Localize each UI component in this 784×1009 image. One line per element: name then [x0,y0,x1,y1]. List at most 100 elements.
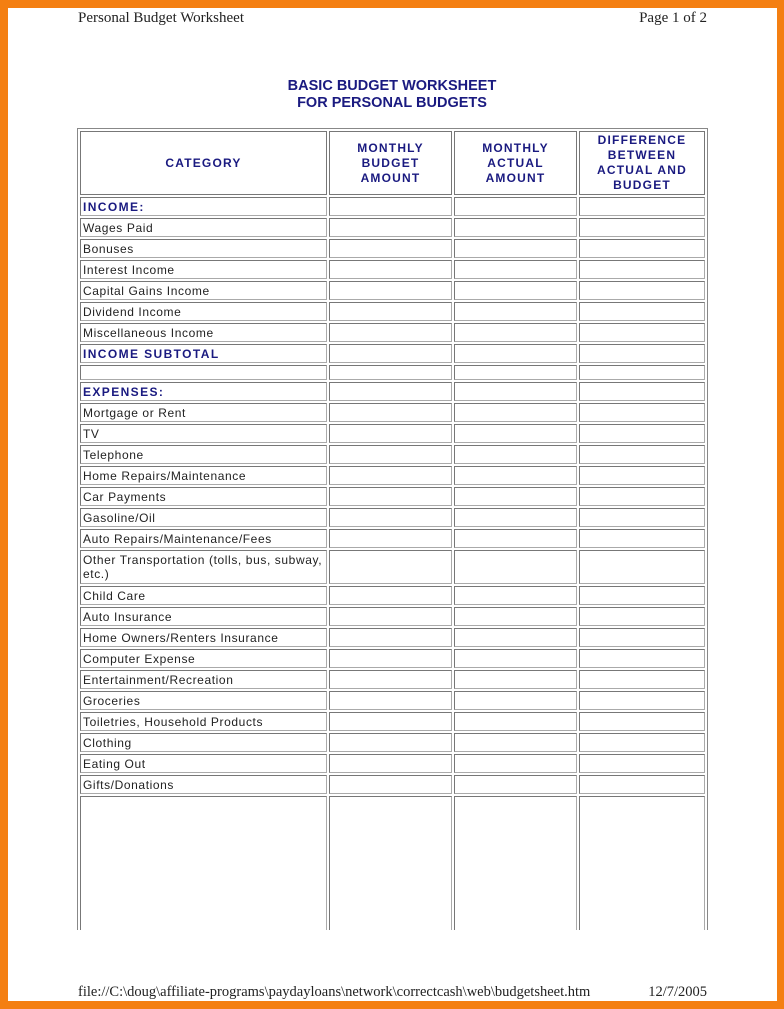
actual-cell[interactable] [454,529,577,548]
actual-cell[interactable] [454,712,577,731]
budget-cell[interactable] [329,487,452,506]
actual-cell[interactable] [454,218,577,237]
actual-cell[interactable] [454,445,577,464]
budget-cell[interactable] [329,344,452,363]
table-row: Clothing [80,733,705,752]
actual-cell[interactable] [454,239,577,258]
difference-cell[interactable] [579,607,705,626]
difference-cell[interactable] [579,586,705,605]
actual-cell[interactable] [454,323,577,342]
column-header-category: CATEGORY [80,131,327,195]
actual-cell[interactable] [454,487,577,506]
actual-cell[interactable] [454,344,577,363]
category-cell: Bonuses [80,239,327,258]
budget-cell[interactable] [329,302,452,321]
difference-cell[interactable] [579,691,705,710]
actual-cell[interactable] [454,775,577,794]
actual-cell[interactable] [454,628,577,647]
table-row: Telephone [80,445,705,464]
difference-cell[interactable] [579,487,705,506]
category-cell: Dividend Income [80,302,327,321]
actual-cell[interactable] [454,260,577,279]
actual-cell[interactable] [454,670,577,689]
budget-cell[interactable] [329,197,452,216]
table-row: Miscellaneous Income [80,323,705,342]
budget-cell[interactable] [329,712,452,731]
budget-cell[interactable] [329,239,452,258]
difference-cell[interactable] [579,424,705,443]
actual-cell[interactable] [454,550,577,584]
budget-cell[interactable] [329,403,452,422]
budget-cell[interactable] [329,607,452,626]
difference-cell[interactable] [579,239,705,258]
budget-cell[interactable] [329,424,452,443]
budget-cell[interactable] [329,382,452,401]
difference-cell[interactable] [579,508,705,527]
difference-cell[interactable] [579,754,705,773]
budget-cell[interactable] [329,323,452,342]
budget-cell[interactable] [329,550,452,584]
difference-cell[interactable] [579,344,705,363]
difference-cell[interactable] [579,403,705,422]
table-row: Wages Paid [80,218,705,237]
actual-cell[interactable] [454,424,577,443]
budget-cell[interactable] [329,466,452,485]
actual-cell[interactable] [454,403,577,422]
difference-cell[interactable] [579,529,705,548]
category-cell: Eating Out [80,754,327,773]
table-row: INCOME: [80,197,705,216]
actual-cell[interactable] [454,382,577,401]
actual-cell[interactable] [454,302,577,321]
budget-cell[interactable] [329,754,452,773]
actual-cell[interactable] [454,754,577,773]
budget-cell[interactable] [329,775,452,794]
difference-cell[interactable] [579,323,705,342]
page-header-title: Personal Budget Worksheet [78,10,244,26]
difference-cell[interactable] [579,670,705,689]
difference-cell[interactable] [579,712,705,731]
budget-cell[interactable] [329,586,452,605]
budget-cell[interactable] [329,649,452,668]
actual-cell[interactable] [454,281,577,300]
actual-cell[interactable] [454,607,577,626]
budget-cell[interactable] [329,733,452,752]
difference-cell[interactable] [579,466,705,485]
difference-cell[interactable] [579,382,705,401]
difference-cell[interactable] [579,302,705,321]
category-cell: Clothing [80,733,327,752]
difference-cell[interactable] [579,649,705,668]
difference-cell[interactable] [579,218,705,237]
actual-cell[interactable] [454,733,577,752]
difference-cell[interactable] [579,260,705,279]
difference-cell[interactable] [579,628,705,647]
budget-cell[interactable] [329,281,452,300]
budget-cell[interactable] [329,365,452,380]
actual-cell[interactable] [454,508,577,527]
actual-cell[interactable] [454,691,577,710]
difference-cell[interactable] [579,365,705,380]
difference-cell[interactable] [579,733,705,752]
budget-cell[interactable] [329,796,452,930]
table-row: Auto Insurance [80,607,705,626]
actual-cell[interactable] [454,649,577,668]
budget-cell[interactable] [329,508,452,527]
difference-cell[interactable] [579,796,705,930]
difference-cell[interactable] [579,197,705,216]
difference-cell[interactable] [579,445,705,464]
budget-cell[interactable] [329,691,452,710]
budget-cell[interactable] [329,670,452,689]
budget-cell[interactable] [329,260,452,279]
difference-cell[interactable] [579,775,705,794]
budget-cell[interactable] [329,529,452,548]
actual-cell[interactable] [454,197,577,216]
category-cell: Auto Repairs/Maintenance/Fees [80,529,327,548]
budget-cell[interactable] [329,628,452,647]
actual-cell[interactable] [454,586,577,605]
actual-cell[interactable] [454,365,577,380]
difference-cell[interactable] [579,550,705,584]
actual-cell[interactable] [454,466,577,485]
difference-cell[interactable] [579,281,705,300]
actual-cell[interactable] [454,796,577,930]
budget-cell[interactable] [329,445,452,464]
budget-cell[interactable] [329,218,452,237]
